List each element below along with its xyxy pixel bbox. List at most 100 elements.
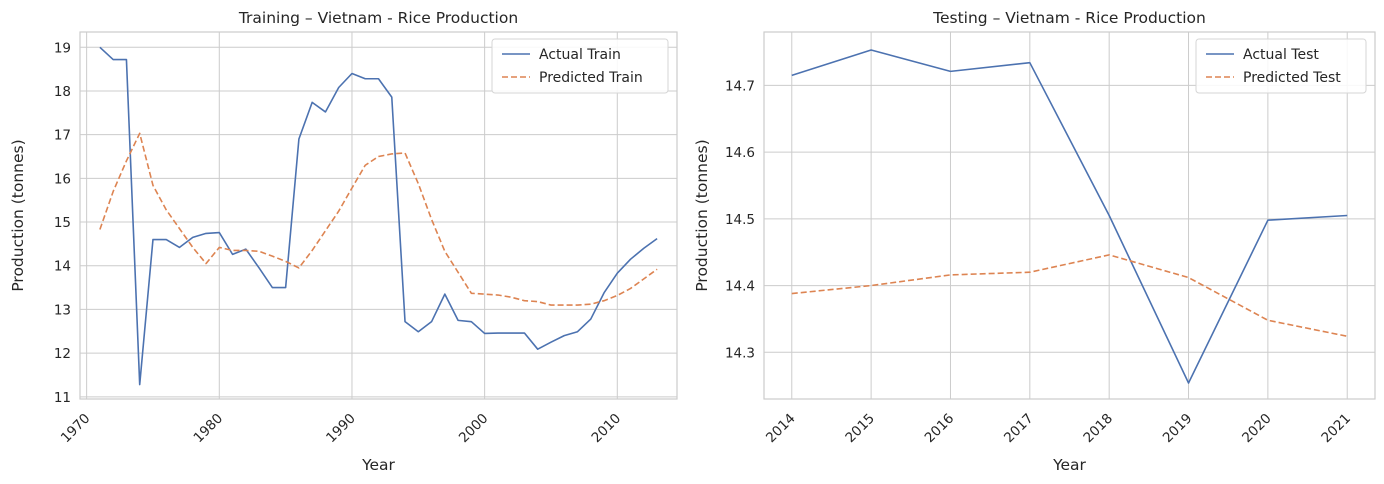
data-point (629, 287, 631, 289)
data-point (298, 267, 300, 269)
data-point (99, 228, 101, 230)
data-point (497, 332, 499, 334)
data-point (1267, 319, 1269, 321)
data-point (791, 74, 793, 76)
data-point (152, 184, 154, 186)
y-tick-label: 16 (54, 171, 71, 187)
data-point (377, 155, 379, 157)
legend-box (1195, 38, 1367, 94)
legend-label: Actual Test (1243, 47, 1319, 63)
data-point (205, 232, 207, 234)
x-axis-label: Year (1052, 456, 1086, 474)
data-point (576, 331, 578, 333)
data-point (483, 293, 485, 295)
data-point (497, 294, 499, 296)
data-point (391, 153, 393, 155)
data-point (603, 292, 605, 294)
data-point (576, 304, 578, 306)
data-point (404, 152, 406, 154)
data-point (537, 300, 539, 302)
x-tick-label: 1970 (58, 411, 94, 447)
x-tick-label: 1980 (191, 411, 227, 447)
data-point (550, 304, 552, 306)
data-point (178, 227, 180, 229)
data-point (457, 271, 459, 273)
chart-title: Training – Vietnam - Rice Production (238, 9, 518, 27)
chart-panel-1: 11 12 13 14 15 16 17 18 19 1970 1980 1990 2000 2010 Tr… (9, 9, 678, 474)
x-tick-label: 2010 (589, 411, 625, 447)
data-point (139, 132, 141, 134)
data-point (590, 318, 592, 320)
data-point (1346, 214, 1348, 216)
series-line-1 (99, 46, 658, 386)
data-point (1187, 382, 1189, 384)
data-point (311, 249, 313, 251)
data-point (643, 278, 645, 280)
data-point (311, 101, 313, 103)
data-point (351, 187, 353, 189)
data-point (152, 238, 154, 240)
data-point (271, 255, 273, 257)
data-point (470, 292, 472, 294)
data-point (165, 238, 167, 240)
data-point (643, 247, 645, 249)
y-tick-label: 18 (54, 84, 71, 100)
data-point (139, 383, 141, 385)
data-point (218, 246, 220, 248)
legend-box (491, 38, 669, 94)
plot-frame (763, 31, 1376, 400)
data-point (338, 210, 340, 212)
data-point (1029, 271, 1031, 273)
data-point (245, 249, 247, 251)
data-point (231, 253, 233, 255)
y-tick-label: 14.7 (725, 78, 755, 94)
data-point (192, 246, 194, 248)
data-point (112, 58, 114, 60)
data-point (258, 267, 260, 269)
chart-title: Testing – Vietnam - Rice Production (932, 9, 1206, 27)
data-point (629, 258, 631, 260)
data-point (364, 164, 366, 166)
data-point (430, 218, 432, 220)
data-point (870, 49, 872, 51)
data-point (298, 138, 300, 140)
legend-label: Actual Train (539, 47, 621, 63)
data-point (338, 86, 340, 88)
data-point (324, 230, 326, 232)
data-point (457, 319, 459, 321)
data-point (1346, 335, 1348, 337)
y-tick-label: 14.4 (725, 279, 755, 295)
data-point (949, 70, 951, 72)
data-point (616, 294, 618, 296)
series-line-2 (791, 254, 1348, 338)
y-tick-label: 19 (54, 40, 71, 56)
legend: Actual Test Predicted Test (1195, 38, 1367, 94)
data-point (125, 58, 127, 60)
data-point (351, 72, 353, 74)
data-point (165, 209, 167, 211)
data-point (231, 249, 233, 251)
series-line-2 (99, 132, 658, 306)
data-point (444, 250, 446, 252)
series-line-1 (791, 49, 1348, 384)
x-axis-label: Year (361, 456, 395, 474)
y-tick-label: 11 (54, 390, 71, 406)
data-point (523, 299, 525, 301)
legend-label: Predicted Test (1243, 70, 1341, 86)
y-tick-label: 15 (54, 215, 71, 231)
data-point (430, 320, 432, 322)
data-point (590, 303, 592, 305)
data-point (870, 284, 872, 286)
y-axis-label: Production (tonnes) (9, 139, 27, 291)
x-tick-label: 1990 (323, 411, 359, 447)
x-tick-label: 2018 (1080, 411, 1116, 447)
x-tick-label: 2015 (842, 411, 878, 447)
legend-label: Predicted Train (539, 70, 643, 86)
data-point (523, 332, 525, 334)
y-tick-label: 14.6 (725, 145, 755, 161)
data-point (258, 250, 260, 252)
data-point (284, 286, 286, 288)
data-point (603, 299, 605, 301)
x-tick-label: 2021 (1318, 411, 1354, 447)
